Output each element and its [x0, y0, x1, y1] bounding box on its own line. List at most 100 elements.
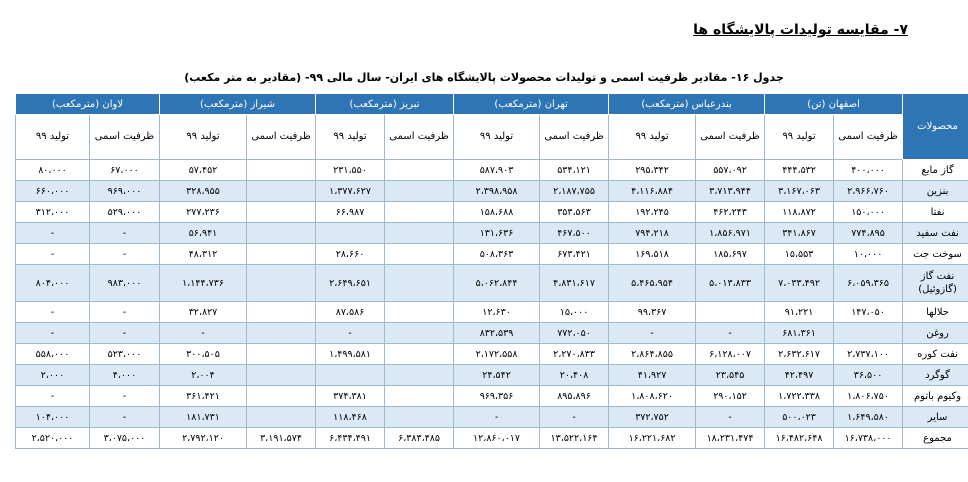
production-cell: ۱،۱۴۴،۷۳۶: [158, 264, 248, 302]
capacity-cell: ۵۲۹،۰۰۰: [89, 201, 160, 223]
header-production: تولید ۹۹: [158, 114, 248, 160]
production-cell: ۲۴،۵۴۲: [453, 364, 541, 386]
production-cell: ۱۶۹،۵۱۸: [608, 243, 697, 265]
refinery-production-table: محصولات اصفهان (تن) بندرعباس (مترمکعب) ت…: [15, 93, 968, 449]
production-cell: -: [158, 322, 248, 344]
capacity-cell: -: [539, 406, 610, 428]
production-cell: ۶۸۱،۳۶۱: [764, 322, 835, 344]
capacity-cell: [246, 406, 317, 428]
capacity-cell: ۴۶۷،۵۰۰: [539, 222, 610, 244]
production-cell: ۱۲،۶۳۰: [453, 301, 541, 323]
capacity-cell: ۱۰،۰۰۰: [833, 243, 904, 265]
capacity-cell: ۷۷۲،۰۵۰: [539, 322, 610, 344]
product-name: حلالها: [902, 301, 968, 323]
capacity-cell: [246, 343, 317, 365]
production-cell: ۶۶۰،۰۰۰: [15, 180, 90, 202]
production-cell: ۸۰۴،۰۰۰: [15, 264, 90, 302]
production-cell: ۲،۱۷۲،۵۵۸: [453, 343, 541, 365]
capacity-cell: ۹۸۳،۰۰۰: [89, 264, 160, 302]
capacity-cell: ۴،۸۳۱،۶۱۷: [539, 264, 610, 302]
capacity-cell: ۵۳۴،۱۲۱: [539, 159, 610, 181]
production-cell: ۹۹،۳۶۷: [608, 301, 697, 323]
product-name: نفتا: [902, 201, 968, 223]
table-row: حلالها ۱۴۷،۰۵۰ ۹۱،۲۲۱ ۹۹،۳۶۷ ۱۵،۰۰۰ ۱۲،۶۳۰ ۸۷،…: [15, 301, 968, 323]
header-capacity: ظرفیت اسمی: [384, 114, 455, 160]
product-name: سوخت جت: [902, 243, 968, 265]
production-cell: ۳،۱۶۷،۰۶۳: [764, 180, 835, 202]
header-capacity: ظرفیت اسمی: [833, 114, 904, 160]
header-capacity: ظرفیت اسمی: [246, 114, 317, 160]
capacity-cell: ۶،۰۵۹،۳۶۵: [833, 264, 904, 302]
capacity-cell: [384, 201, 455, 223]
production-cell: ۳۷۲،۷۵۲: [608, 406, 697, 428]
table-row: نفت گاز (گازوئیل) ۶،۰۵۹،۳۶۵ ۷،۰۳۳،۴۹۲ ۵،۰۱۳…: [15, 264, 968, 302]
production-cell: ۴،۱۱۶،۸۸۴: [608, 180, 697, 202]
production-cell: ۲،۷۹۲،۱۲۰: [158, 427, 248, 449]
capacity-cell: ۲،۷۳۷،۱۰۰: [833, 343, 904, 365]
capacity-cell: [246, 201, 317, 223]
production-cell: ۱،۷۲۲،۳۳۸: [764, 385, 835, 407]
capacity-cell: [246, 243, 317, 265]
header-capacity: ظرفیت اسمی: [539, 114, 610, 160]
header-production: تولید ۹۹: [315, 114, 386, 160]
capacity-cell: [384, 180, 455, 202]
capacity-cell: ۱۵،۰۰۰: [539, 301, 610, 323]
capacity-cell: ۱۶،۷۳۸،۰۰۰: [833, 427, 904, 449]
table-row: گاز مایع ۴۰۰،۰۰۰ ۴۴۴،۵۳۲ ۵۵۷،۰۹۲ ۲۹۵،۳۴۲ ۵۳۴،…: [15, 159, 968, 181]
capacity-cell: ۳،۰۷۵،۰۰۰: [89, 427, 160, 449]
production-cell: ۲،۸۶۴،۸۵۵: [608, 343, 697, 365]
production-cell: ۷،۰۳۳،۴۹۲: [764, 264, 835, 302]
table-row: روغن ۶۸۱،۳۶۱- -۷۷۲،۰۵۰ ۸۳۲،۵۳۹- - - -: [15, 322, 968, 344]
header-capacity: ظرفیت اسمی: [89, 114, 160, 160]
product-name: بنزین: [902, 180, 968, 202]
production-cell: ۱،۳۷۷،۶۲۷: [315, 180, 386, 202]
production-cell: ۱۰۴،۰۰۰: [15, 406, 90, 428]
production-cell: ۸۷،۵۸۶: [315, 301, 386, 323]
production-cell: ۲،۳۹۸،۹۵۸: [453, 180, 541, 202]
capacity-cell: ۴،۰۰۰: [89, 364, 160, 386]
header-production: تولید ۹۹: [608, 114, 697, 160]
product-name: روغن: [902, 322, 968, 344]
capacity-cell: [384, 406, 455, 428]
production-cell: ۱۸۱،۷۳۱: [158, 406, 248, 428]
capacity-cell: ۱۸۵،۶۹۷: [695, 243, 766, 265]
production-cell: ۲،۰۰۰: [15, 364, 90, 386]
product-name: نفت سفید: [902, 222, 968, 244]
table-row: بنزین ۲،۹۶۶،۷۶۰ ۳،۱۶۷،۰۶۳ ۳،۷۱۳،۹۴۴ ۴،۱۱۶،۸۸…: [15, 180, 968, 202]
production-cell: ۶،۴۳۴،۴۹۱: [315, 427, 386, 449]
capacity-cell: ۵،۰۱۳،۸۳۳: [695, 264, 766, 302]
production-cell: -: [453, 406, 541, 428]
capacity-cell: [384, 243, 455, 265]
header-production: تولید ۹۹: [453, 114, 541, 160]
table-body: گاز مایع ۴۰۰،۰۰۰ ۴۴۴،۵۳۲ ۵۵۷،۰۹۲ ۲۹۵،۳۴۲ ۵۳۴،…: [15, 159, 968, 449]
capacity-cell: [384, 301, 455, 323]
capacity-cell: ۲۰،۴۰۸: [539, 364, 610, 386]
production-cell: ۱۱۸،۸۷۲: [764, 201, 835, 223]
capacity-cell: -: [89, 222, 160, 244]
product-name: گاز مایع: [902, 159, 968, 181]
production-cell: ۱۹۲،۲۴۵: [608, 201, 697, 223]
production-cell: ۱۵۸،۶۸۸: [453, 201, 541, 223]
capacity-cell: [246, 385, 317, 407]
capacity-cell: [246, 322, 317, 344]
capacity-cell: [246, 180, 317, 202]
capacity-cell: ۳،۷۱۳،۹۴۴: [695, 180, 766, 202]
production-cell: ۲،۶۴۹،۶۵۱: [315, 264, 386, 302]
production-cell: -: [315, 322, 386, 344]
header-production: تولید ۹۹: [764, 114, 835, 160]
production-cell: [315, 222, 386, 244]
production-cell: ۱۶،۲۲۱،۶۸۲: [608, 427, 697, 449]
capacity-cell: ۱،۸۵۶،۹۷۱: [695, 222, 766, 244]
production-cell: ۵،۰۶۲،۸۴۴: [453, 264, 541, 302]
production-cell: -: [15, 322, 90, 344]
capacity-cell: [246, 264, 317, 302]
table-row: نفت کوره ۲،۷۳۷،۱۰۰ ۲،۶۳۲،۶۱۷ ۶،۱۲۸،۰۰۷ ۲،۸۶۴…: [15, 343, 968, 365]
section-title: ۷- مقایسه تولیدات پالایشگاه ها: [693, 22, 908, 38]
production-cell: ۴۲،۴۹۷: [764, 364, 835, 386]
production-cell: ۳۰۰،۵۰۵: [158, 343, 248, 365]
production-cell: ۸۳۲،۵۳۹: [453, 322, 541, 344]
capacity-cell: ۱۵۰،۰۰۰: [833, 201, 904, 223]
production-cell: ۲۳۱،۵۵۰: [315, 159, 386, 181]
production-cell: ۴۱،۹۲۷: [608, 364, 697, 386]
production-cell: ۲،۰۰۴: [158, 364, 248, 386]
